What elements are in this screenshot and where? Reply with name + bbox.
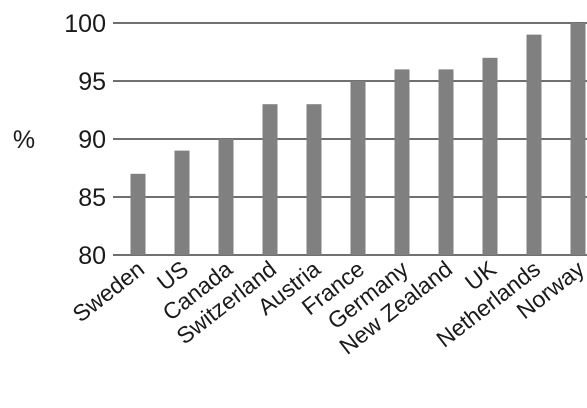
- y-tick-labels: 80 85 90 95 100: [64, 10, 106, 270]
- x-tick-labels: Sweden USCanadaSwitzerlandAustriaFranceGe…: [68, 255, 587, 359]
- bar-sweden: [130, 173, 146, 255]
- y-tick-label: 90: [78, 126, 106, 154]
- bar-uk: [482, 57, 498, 255]
- bar-us: [174, 150, 190, 255]
- gridlines: [113, 22, 587, 256]
- y-tick-label: 100: [64, 10, 106, 38]
- bar-netherlands: [526, 34, 542, 255]
- bar-switzerland: [262, 104, 278, 255]
- y-tick-label: 85: [78, 184, 106, 212]
- y-tick-label: 80: [78, 242, 106, 270]
- bars: [130, 23, 586, 256]
- bar-france: [350, 81, 366, 255]
- bar-norway: [570, 23, 586, 255]
- bar-germany: [394, 69, 410, 256]
- bar-canada: [218, 139, 234, 255]
- bar-austria: [306, 104, 322, 255]
- bar-new-zealand: [438, 69, 454, 256]
- y-tick-label: 95: [78, 68, 106, 96]
- y-axis-label: %: [13, 126, 35, 154]
